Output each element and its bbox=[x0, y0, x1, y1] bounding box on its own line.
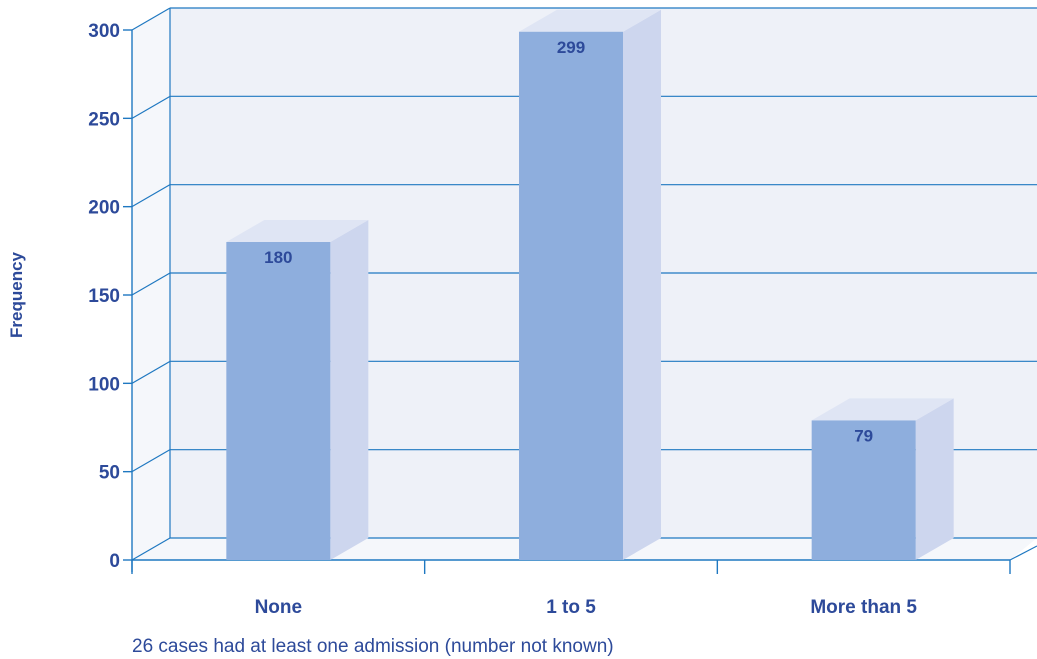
gridline-diagonal bbox=[131, 449, 171, 473]
x-category-label: 1 to 5 bbox=[546, 597, 596, 618]
gridline-diagonal bbox=[131, 537, 171, 561]
gridline-diagonal bbox=[131, 95, 171, 119]
bar-3 bbox=[811, 398, 954, 560]
bar-2 bbox=[519, 9, 661, 561]
y-tick-label: 300 bbox=[88, 21, 120, 42]
y-tick-label: 0 bbox=[109, 551, 120, 572]
bar-data-label: 299 bbox=[557, 38, 585, 57]
bar-side-face bbox=[915, 398, 954, 560]
gridline-diagonal bbox=[131, 272, 171, 296]
chart-bars bbox=[226, 9, 954, 561]
gridline-diagonal bbox=[131, 184, 171, 208]
y-tick-label: 200 bbox=[88, 198, 120, 219]
gridline-diagonal bbox=[131, 360, 171, 384]
y-axis-title: Frequency bbox=[7, 251, 26, 338]
bar-top-face bbox=[811, 398, 954, 421]
bar-top-face bbox=[226, 220, 369, 242]
bar-top-face bbox=[519, 9, 661, 32]
floor-edge bbox=[1009, 545, 1037, 561]
y-tick-label: 50 bbox=[99, 463, 120, 484]
bar-front-face bbox=[811, 420, 916, 560]
x-category-label: None bbox=[255, 597, 303, 618]
x-category-label: More than 5 bbox=[810, 597, 917, 618]
y-tick-label: 150 bbox=[88, 286, 120, 307]
chart-footnote: 26 cases had at least one admission (num… bbox=[132, 636, 614, 657]
bar-front-face bbox=[519, 31, 623, 561]
bar-data-label: 180 bbox=[264, 248, 292, 267]
chart-labels: 0 50 100 150 200 250 300 180 None 299 1 to 5 79 More… bbox=[88, 21, 917, 618]
bar-side-face bbox=[330, 220, 369, 560]
gridline-diagonal bbox=[131, 7, 171, 31]
bar-side-face bbox=[623, 9, 661, 561]
bar-front-face bbox=[226, 242, 331, 560]
bar-data-label: 79 bbox=[854, 426, 873, 445]
y-tick-label: 250 bbox=[88, 109, 120, 130]
y-tick-label: 100 bbox=[88, 374, 120, 395]
bar-1 bbox=[226, 220, 369, 560]
